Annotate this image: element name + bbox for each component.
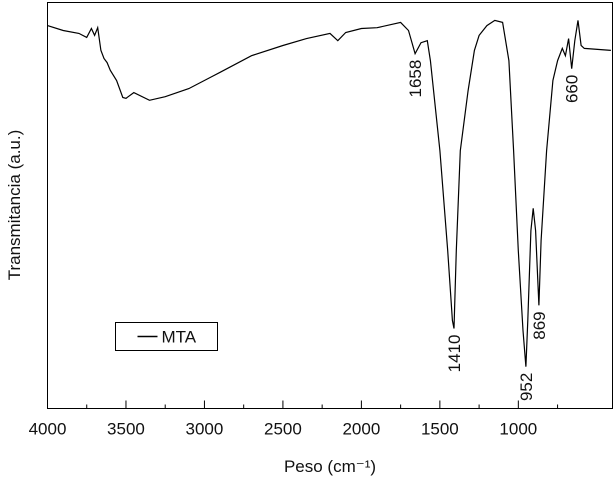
- x-tick-label: 1000: [499, 420, 537, 439]
- x-tick-label: 3000: [186, 420, 224, 439]
- x-tick-label: 4000: [29, 420, 67, 439]
- plot-frame: [47, 2, 613, 409]
- x-tick-label: 3500: [107, 420, 145, 439]
- peak-label: 660: [563, 75, 582, 103]
- peak-label: 1410: [445, 335, 464, 373]
- peak-label: 1658: [406, 60, 425, 98]
- x-axis-label: Peso (cm⁻¹): [284, 457, 376, 476]
- spectrum-line: [47, 19, 611, 367]
- legend-label: MTA: [162, 328, 197, 347]
- legend-box: [115, 322, 218, 351]
- x-tick-label: 2500: [264, 420, 302, 439]
- peak-label: 952: [517, 373, 536, 401]
- x-tick-label: 2000: [342, 420, 380, 439]
- y-axis-label: Transmitancia (a.u.): [5, 130, 24, 281]
- peak-label: 869: [530, 311, 549, 339]
- x-tick-label: 1500: [421, 420, 459, 439]
